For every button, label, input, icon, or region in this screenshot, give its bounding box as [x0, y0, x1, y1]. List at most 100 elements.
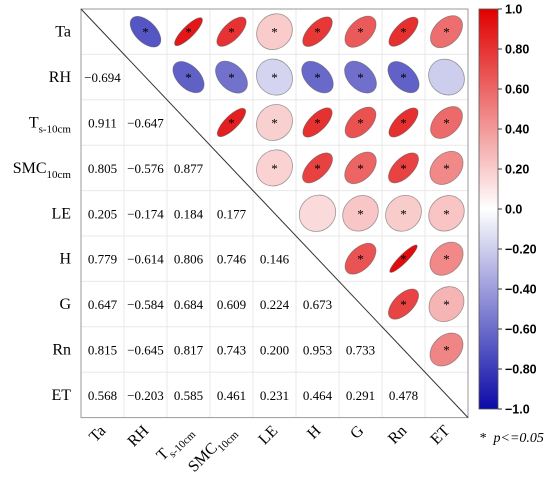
row-label-Rn: Rn [52, 342, 71, 359]
coef-label-Ts-10cm-RH: −0.647 [127, 116, 164, 131]
coef-label-Rn-Ta: 0.815 [88, 343, 117, 358]
colorbar-tick-label: 0.80 [505, 43, 529, 57]
corr-ellipse-Ta-Ts-10cm [174, 17, 203, 47]
corr-ellipse-RH-H [301, 60, 334, 94]
corr-ellipse-LE-Rn [385, 194, 422, 232]
corr-ellipse-SMC10cm-Rn [388, 152, 419, 184]
corr-ellipse-Ta-Rn [388, 16, 419, 47]
colorbar-tick-label: −0.60 [505, 323, 537, 337]
corr-ellipse-Ts-10cm-H [302, 107, 333, 138]
coef-label-Ts-10cm-Ta: 0.911 [88, 116, 117, 131]
diagonal-line [80, 8, 469, 418]
row-label-Ta: Ta [55, 24, 71, 41]
corr-ellipse-G-Rn [388, 288, 419, 320]
colorbar-tick-label: 1.0 [505, 3, 522, 17]
sig-marker-LE-ET: * [443, 206, 450, 221]
colorbar-tick-label: −0.20 [505, 243, 537, 257]
coef-label-G-Ts-10cm: 0.684 [174, 297, 204, 312]
coef-label-SMC10cm-RH: −0.576 [127, 161, 164, 176]
coef-label-G-RH: −0.584 [127, 297, 164, 312]
sig-marker-SMC10cm-H: * [314, 161, 321, 176]
sig-marker-RH-H: * [314, 70, 321, 85]
col-label-RH: RH [125, 422, 153, 450]
corr-ellipse-LE-H [298, 194, 337, 232]
coef-label-ET-RH: −0.203 [127, 388, 164, 403]
sig-marker-G-Rn: * [400, 297, 407, 312]
sig-marker-Ta-Rn: * [400, 25, 407, 40]
coef-label-Rn-Ts-10cm: 0.817 [174, 343, 204, 358]
coef-label-G-Ta: 0.647 [88, 297, 118, 312]
mark-layer: * * * * * * * * −0.694 * * * * * * 0.911 −0.647 * * * * * * 0.8… [84, 13, 465, 403]
sig-marker-SMC10cm-LE: * [271, 161, 278, 176]
coef-label-ET-H: 0.464 [303, 388, 333, 403]
coef-label-H-Ta: 0.779 [88, 252, 117, 267]
corr-ellipse-SMC10cm-LE [256, 149, 293, 187]
coef-label-ET-Rn: 0.478 [389, 388, 418, 403]
col-label-ET: ET [427, 422, 453, 448]
sig-marker-Ts-10cm-H: * [314, 116, 321, 131]
row-label-SMC10cm: SMC10cm [13, 160, 72, 181]
corr-ellipse-RH-LE [256, 58, 293, 96]
row-label-G: G [59, 296, 71, 313]
coef-label-ET-Ts-10cm: 0.585 [174, 388, 203, 403]
colorbar-gradient [478, 8, 499, 410]
corr-ellipse-G-ET [428, 286, 465, 322]
corr-ellipse-RH-Ts-10cm [172, 61, 205, 94]
corr-ellipse-SMC10cm-ET [429, 150, 464, 185]
coef-label-ET-Ta: 0.568 [88, 388, 117, 403]
coef-label-LE-Ta: 0.205 [88, 206, 117, 221]
corr-ellipse-SMC10cm-H [302, 152, 333, 184]
corr-ellipse-RH-ET [428, 58, 465, 96]
corr-ellipse-LE-G [342, 195, 379, 232]
corr-ellipse-RH-G [344, 60, 377, 94]
corr-ellipse-LE-ET [428, 195, 465, 232]
coef-label-ET-G: 0.291 [346, 388, 375, 403]
row-label-ET: ET [51, 387, 71, 404]
sig-marker-Ta-ET: * [443, 25, 450, 40]
coef-label-LE-SMC10cm: 0.177 [217, 206, 247, 221]
sig-marker-RH-SMC10cm: * [228, 70, 235, 85]
corr-ellipse-Rn-ET [429, 332, 464, 367]
coef-label-Rn-H: 0.953 [303, 343, 332, 358]
coef-label-Rn-SMC10cm: 0.743 [217, 343, 246, 358]
colorbar: 1.0 0.80 0.60 0.40 0.20 0.0 −0.20 −0.40 −0.60 −0.… [478, 3, 537, 417]
corr-ellipse-Ts-10cm-G [344, 106, 377, 139]
sig-marker-RH-G: * [357, 70, 364, 85]
sig-marker-Ta-Ts-10cm: * [185, 25, 192, 40]
col-label-Ta: Ta [86, 422, 109, 445]
row-label-RH: RH [49, 69, 72, 86]
sig-marker-RH-Ts-10cm: * [185, 70, 192, 85]
corr-ellipse-Ta-H [302, 16, 333, 47]
coef-label-RH-Ta: −0.694 [84, 70, 121, 85]
colorbar-tick-label: 0.0 [505, 203, 522, 217]
sig-marker-Ta-G: * [357, 25, 364, 40]
colorbar-tick-label: 0.20 [505, 163, 529, 177]
sig-marker-Ta-H: * [314, 25, 321, 40]
coef-label-G-SMC10cm: 0.609 [217, 297, 246, 312]
coef-label-LE-RH: −0.174 [127, 206, 164, 221]
sig-marker-SMC10cm-Rn: * [400, 161, 407, 176]
corr-ellipse-Ta-ET [430, 15, 463, 49]
corr-ellipse-H-Rn [389, 244, 418, 273]
sig-marker-Ts-10cm-G: * [357, 116, 364, 131]
coef-label-H-Ts-10cm: 0.806 [174, 252, 204, 267]
colorbar-tick-label: 0.40 [505, 123, 529, 137]
coef-label-H-LE: 0.146 [260, 252, 290, 267]
sig-marker-Rn-ET: * [443, 343, 450, 358]
corr-ellipse-RH-SMC10cm [215, 60, 248, 94]
grid-layer [80, 8, 469, 419]
sig-marker-Ta-SMC10cm: * [228, 25, 235, 40]
sig-marker-Ts-10cm-ET: * [443, 116, 450, 131]
corr-ellipse-Ta-G [344, 15, 377, 48]
coef-label-SMC10cm-Ts-10cm: 0.877 [174, 161, 204, 176]
sig-marker-SMC10cm-G: * [357, 161, 364, 176]
sig-marker-Ts-10cm-Rn: * [400, 116, 407, 131]
coef-label-Rn-RH: −0.645 [127, 343, 164, 358]
coef-label-Rn-G: 0.733 [346, 343, 375, 358]
col-label-H: H [304, 422, 325, 443]
sig-marker-Ts-10cm-LE: * [271, 116, 278, 131]
col-label-SMC10cm: SMC10cm [185, 422, 241, 478]
col-label-Rn: Rn [385, 422, 410, 447]
